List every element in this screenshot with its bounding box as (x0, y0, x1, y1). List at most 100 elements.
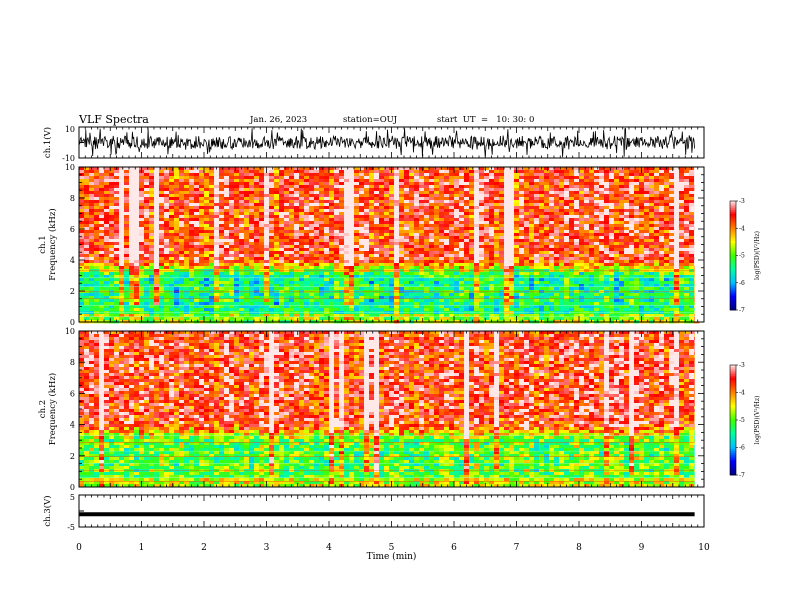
spectrogram-cell (119, 284, 125, 288)
spectrogram-cell (334, 248, 340, 252)
spectrogram-cell (314, 287, 320, 291)
spectrogram-cell (444, 176, 450, 180)
spectrogram-cell (184, 176, 190, 180)
spectrogram-cell (254, 293, 260, 297)
spectrogram-cell (479, 182, 485, 186)
spectrogram-cell (164, 170, 170, 174)
spectrogram-cell (119, 221, 125, 225)
spectrogram-cell (184, 173, 190, 177)
spectrogram-cell (104, 200, 110, 204)
spectrogram-cell (99, 218, 105, 222)
spectrogram-cell (299, 188, 305, 192)
spectrogram-cell (234, 167, 240, 171)
spectrogram-cell (194, 200, 200, 204)
spectrogram-cell (94, 284, 100, 288)
spectrogram-cell (409, 206, 415, 210)
spectrogram-cell (304, 308, 310, 312)
spectrogram-cell (154, 287, 160, 291)
spectrogram-cell (99, 239, 105, 243)
spectrogram-cell (404, 245, 410, 249)
spectrogram-cell (164, 272, 170, 276)
spectrogram-cell (514, 245, 520, 249)
spectrogram-cell (264, 209, 270, 213)
spectrogram-cell (239, 251, 245, 255)
spectrogram-cell (509, 170, 515, 174)
spectrogram-cell (109, 194, 115, 198)
spectrogram-cell (209, 281, 215, 285)
spectrogram-cell (199, 206, 205, 210)
spectrogram-cell (454, 227, 460, 231)
spectrogram-cell (439, 308, 445, 312)
spectrogram-cell (304, 221, 310, 225)
spectrogram-cell (239, 182, 245, 186)
spectrogram-cell (439, 278, 445, 282)
spectrogram-cell (479, 206, 485, 210)
spectrogram-cell (439, 260, 445, 264)
spectrogram-cell (214, 185, 220, 189)
spectrogram-cell (379, 260, 385, 264)
spectrogram-cell (204, 215, 210, 219)
spectrogram-cell (384, 302, 390, 306)
spectrogram-cell (374, 287, 380, 291)
spectrogram-cell (229, 251, 235, 255)
spectrogram-cell (229, 284, 235, 288)
spectrogram-cell (89, 212, 95, 216)
spectrogram-cell (264, 293, 270, 297)
spectrogram-cell (94, 266, 100, 270)
spectrogram-cell (89, 317, 95, 321)
spectrogram-cell (84, 296, 90, 300)
spectrogram-cell (464, 296, 470, 300)
spectrogram-cell (434, 287, 440, 291)
spectrogram-cell (84, 308, 90, 312)
spectrogram-cell (199, 260, 205, 264)
spectrogram-cell (259, 263, 265, 267)
spectrogram-cell (444, 194, 450, 198)
spectrogram-cell (529, 296, 535, 300)
spectrogram-cell (279, 248, 285, 252)
spectrogram-cell (214, 203, 220, 207)
spectrogram-cell (449, 209, 455, 213)
spectrogram-cell (394, 200, 400, 204)
spectrogram-cell (384, 236, 390, 240)
spectrogram-cell (159, 284, 165, 288)
spectrogram-cell (99, 215, 105, 219)
spectrogram-cell (489, 242, 495, 246)
spectrogram-cell (289, 179, 295, 183)
spectrogram-cell (169, 188, 175, 192)
spectrogram-cell (149, 176, 155, 180)
spectrogram-cell (354, 287, 360, 291)
spectrogram-cell (529, 218, 535, 222)
spectrogram-cell (474, 227, 480, 231)
spectrogram-cell (379, 209, 385, 213)
spectrogram-cell (329, 305, 335, 309)
spectrogram-cell (319, 233, 325, 237)
spectrogram-cell (504, 185, 510, 189)
spectrogram-cell (209, 305, 215, 309)
spectrogram-cell (354, 299, 360, 303)
spectrogram-cell (219, 230, 225, 234)
spectrogram-cell (204, 272, 210, 276)
spectrogram-cell (259, 293, 265, 297)
spectrogram-cell (234, 239, 240, 243)
spectrogram-cell (209, 221, 215, 225)
spectrogram-cell (169, 278, 175, 282)
spectrogram-cell (454, 296, 460, 300)
spectrogram-cell (499, 314, 505, 318)
spectrogram-cell (404, 251, 410, 255)
spectrogram-cell (84, 227, 90, 231)
spectrogram-cell (394, 263, 400, 267)
spectrogram-cell (394, 233, 400, 237)
spectrogram-cell (424, 299, 430, 303)
spectrogram-cell (244, 305, 250, 309)
spectrogram-cell (374, 296, 380, 300)
spectrogram-cell (84, 176, 90, 180)
spectrogram-cell (239, 302, 245, 306)
spectrogram-cell (169, 206, 175, 210)
spectrogram-cell (84, 230, 90, 234)
spectrogram-cell (534, 215, 540, 219)
spectrogram-cell (479, 272, 485, 276)
spectrogram-cell (364, 281, 370, 285)
spectrogram-cell (399, 284, 405, 288)
spectrogram-cell (279, 278, 285, 282)
spectrogram-cell (154, 182, 160, 186)
